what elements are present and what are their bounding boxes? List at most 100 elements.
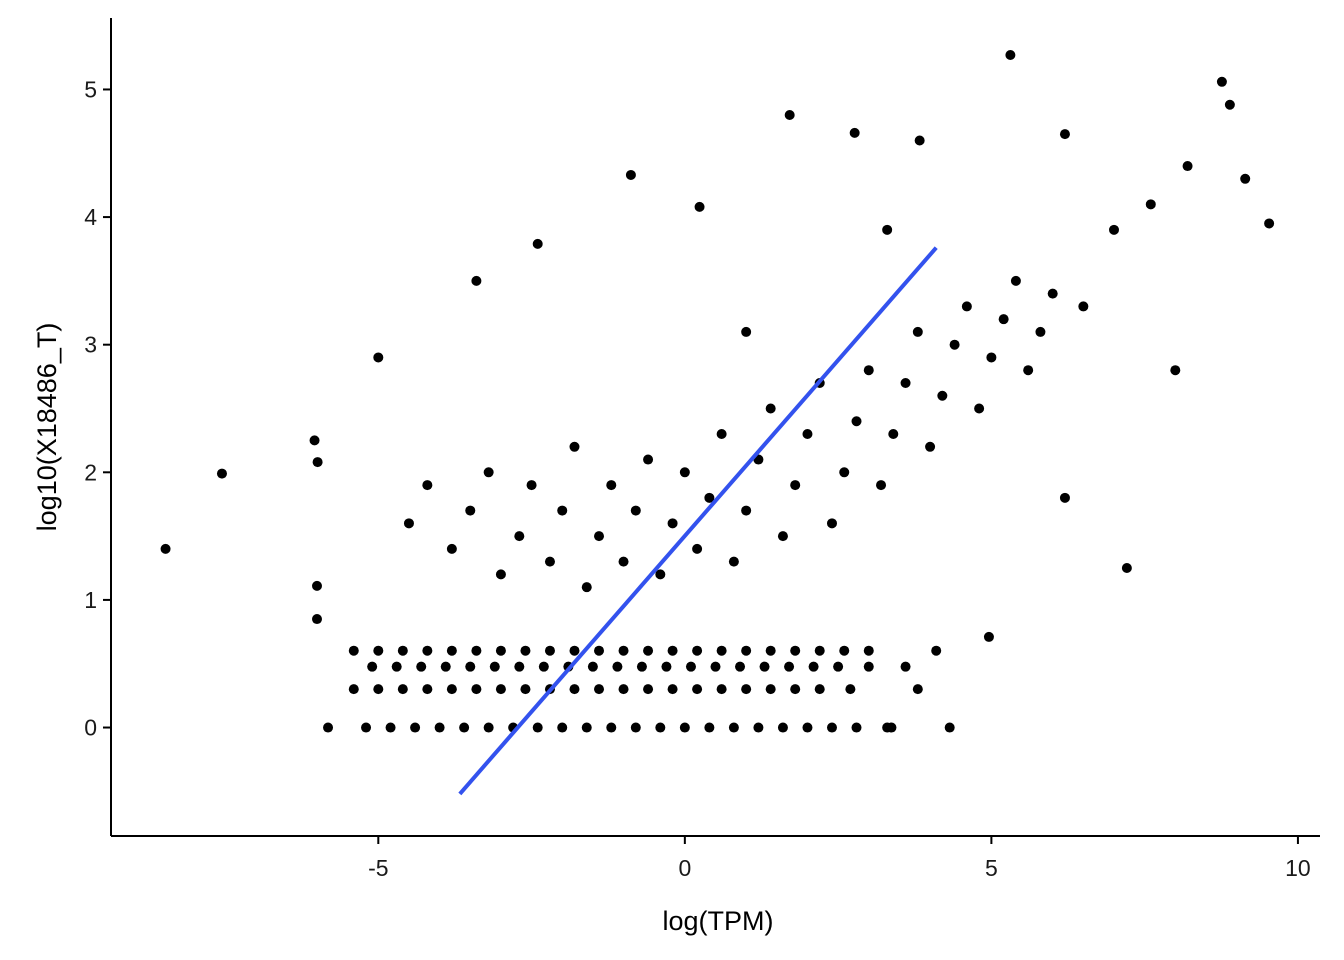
point xyxy=(802,722,813,733)
point xyxy=(391,661,402,672)
point xyxy=(312,457,323,468)
point xyxy=(643,454,654,465)
y-tick-label: 3 xyxy=(84,332,97,358)
y-tick-label: 1 xyxy=(84,587,97,613)
point xyxy=(410,722,421,733)
point xyxy=(495,569,506,580)
point xyxy=(489,661,500,672)
y-tick-label: 4 xyxy=(84,204,97,230)
point xyxy=(483,722,494,733)
point xyxy=(373,645,384,656)
point xyxy=(483,467,494,478)
point xyxy=(495,684,506,695)
y-axis-title: log10(X18486_T) xyxy=(32,323,62,532)
point xyxy=(1121,563,1132,574)
point xyxy=(1145,199,1156,210)
point xyxy=(876,480,887,491)
point xyxy=(655,722,666,733)
x-tick-label: -5 xyxy=(368,855,388,881)
point xyxy=(403,518,414,529)
point xyxy=(397,684,408,695)
point xyxy=(1059,492,1070,503)
point xyxy=(808,661,819,672)
x-axis-title: log(TPM) xyxy=(662,906,773,936)
point xyxy=(643,645,654,656)
point xyxy=(692,684,703,695)
point xyxy=(912,684,923,695)
point xyxy=(1170,365,1181,376)
point xyxy=(422,684,433,695)
point xyxy=(636,661,647,672)
point xyxy=(160,543,171,554)
point xyxy=(446,684,457,695)
point xyxy=(710,661,721,672)
x-tick-label: 10 xyxy=(1285,855,1311,881)
point xyxy=(692,543,703,554)
point xyxy=(630,505,641,516)
point xyxy=(309,435,320,446)
point xyxy=(471,645,482,656)
point xyxy=(679,722,690,733)
point xyxy=(685,661,696,672)
point xyxy=(465,505,476,516)
point xyxy=(845,684,856,695)
point xyxy=(569,684,580,695)
point xyxy=(849,127,860,138)
point xyxy=(594,531,605,542)
y-tick-label: 2 xyxy=(84,459,97,485)
point xyxy=(618,684,629,695)
y-tick-label: 5 xyxy=(84,76,97,102)
x-tick-label: 0 xyxy=(678,855,691,881)
point xyxy=(594,645,605,656)
point xyxy=(544,645,555,656)
point xyxy=(863,365,874,376)
point xyxy=(422,480,433,491)
y-tick-label: 0 xyxy=(84,715,97,741)
point xyxy=(759,661,770,672)
point xyxy=(661,661,672,672)
point xyxy=(839,645,850,656)
point xyxy=(983,631,994,642)
point xyxy=(790,684,801,695)
point xyxy=(704,722,715,733)
point xyxy=(1023,365,1034,376)
point xyxy=(886,722,897,733)
point xyxy=(1010,275,1021,286)
point xyxy=(606,480,617,491)
point xyxy=(1059,129,1070,140)
point xyxy=(385,722,396,733)
point xyxy=(944,722,955,733)
point xyxy=(1005,50,1016,61)
point xyxy=(741,505,752,516)
point xyxy=(826,518,837,529)
point xyxy=(422,645,433,656)
point xyxy=(814,645,825,656)
point xyxy=(557,505,568,516)
point xyxy=(471,275,482,286)
point xyxy=(416,661,427,672)
point xyxy=(1224,99,1235,110)
point xyxy=(526,480,537,491)
point xyxy=(569,645,580,656)
point xyxy=(348,645,359,656)
point xyxy=(900,377,911,388)
point xyxy=(618,556,629,567)
point xyxy=(882,224,893,235)
point xyxy=(937,390,948,401)
point xyxy=(471,684,482,695)
point xyxy=(753,722,764,733)
point xyxy=(434,722,445,733)
point xyxy=(348,684,359,695)
point xyxy=(925,441,936,452)
point xyxy=(1264,218,1275,229)
point xyxy=(538,661,549,672)
point xyxy=(790,480,801,491)
point xyxy=(735,661,746,672)
point xyxy=(495,645,506,656)
point xyxy=(900,661,911,672)
point xyxy=(851,416,862,427)
point xyxy=(655,569,666,580)
point xyxy=(1182,161,1193,172)
point xyxy=(581,582,592,593)
point xyxy=(361,722,372,733)
